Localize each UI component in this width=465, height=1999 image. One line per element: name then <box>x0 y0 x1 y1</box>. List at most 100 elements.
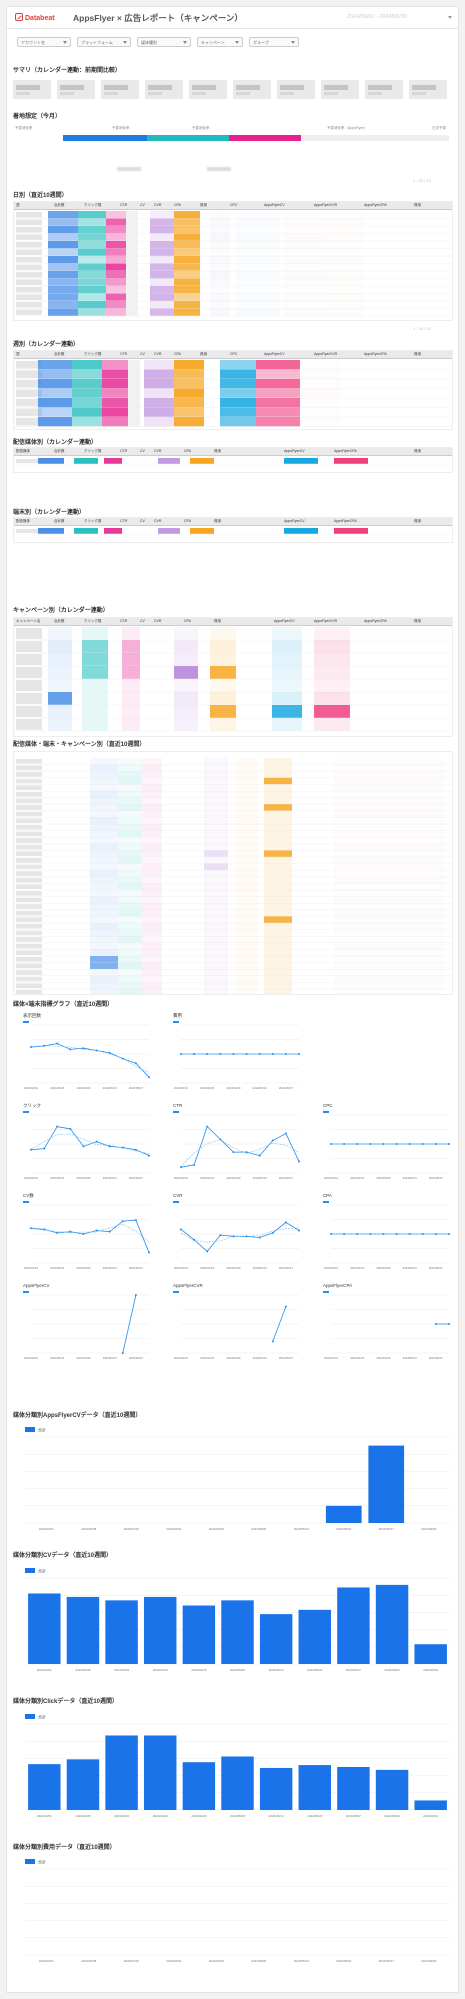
date-range-picker[interactable]: 2024/06/01 - 2024/06/30 <box>347 14 407 20</box>
column-header[interactable]: 週 <box>16 352 20 356</box>
column-header[interactable]: クリック数 <box>84 352 102 356</box>
bar[interactable] <box>66 1596 100 1664</box>
column-header[interactable]: 合計数 <box>54 619 65 623</box>
column-header[interactable]: AppsFlyerCVR <box>314 352 338 356</box>
column-header[interactable]: AppsFlyerCPA <box>364 352 387 356</box>
pagination[interactable]: 1 - 10 / 10 <box>413 326 432 331</box>
column-header[interactable]: 費用 <box>200 203 207 207</box>
bar[interactable] <box>414 1644 447 1664</box>
column-header[interactable]: 合計数 <box>54 449 65 453</box>
column-header[interactable]: AppsFlyerCVR <box>314 203 338 207</box>
bar[interactable] <box>144 1596 177 1664</box>
bar[interactable] <box>66 1759 100 1810</box>
bar[interactable] <box>259 1614 293 1664</box>
chevron-down-icon[interactable] <box>448 16 452 19</box>
column-header[interactable]: AppsFlyerCV <box>284 449 305 453</box>
column-header[interactable]: AppsFlyerCPA <box>364 203 387 207</box>
column-header[interactable]: クリック数 <box>84 619 102 623</box>
column-header[interactable]: CPC <box>230 203 238 207</box>
bar[interactable] <box>375 1584 409 1664</box>
column-header[interactable]: 費用 <box>414 449 421 453</box>
column-header[interactable]: CTR <box>120 449 128 453</box>
column-header[interactable]: 費用 <box>214 619 221 623</box>
bar[interactable] <box>337 1587 370 1664</box>
column-header[interactable]: AppsFlyerCVR <box>314 619 338 623</box>
column-header[interactable]: 費用 <box>414 519 421 523</box>
column-header[interactable]: CV <box>140 203 145 207</box>
bar[interactable] <box>144 1735 177 1810</box>
column-header[interactable]: クリック数 <box>84 519 102 523</box>
column-header[interactable]: CVR <box>154 519 162 523</box>
column-header[interactable]: クリック数 <box>84 203 102 207</box>
column-header[interactable]: 費用 <box>214 519 221 523</box>
heatmap-cell <box>128 388 140 398</box>
column-header[interactable]: CV <box>140 352 145 356</box>
bar[interactable] <box>325 1505 362 1523</box>
heatmap-cell <box>264 896 292 904</box>
heatmap-cell <box>106 263 126 271</box>
column-header[interactable]: 配信媒体 <box>16 449 30 453</box>
pagination[interactable]: 1 - 10 / 10 <box>413 178 432 183</box>
column-header[interactable]: AppsFlyerCV <box>284 519 305 523</box>
column-header[interactable]: AppsFlyerCV <box>274 619 295 623</box>
column-header[interactable]: CVR <box>154 449 162 453</box>
column-header[interactable]: AppsFlyerCPA <box>364 619 387 623</box>
bar[interactable] <box>414 1800 447 1810</box>
data-point <box>382 1143 385 1145</box>
column-header[interactable]: AppsFlyerCV <box>264 352 285 356</box>
filter-platform[interactable]: プラットフォーム <box>77 37 131 47</box>
filter-media-type[interactable]: 媒体種別 <box>137 37 191 47</box>
bar[interactable] <box>298 1765 331 1810</box>
bar[interactable] <box>221 1756 254 1810</box>
column-header[interactable]: 費用 <box>414 352 421 356</box>
column-header[interactable]: AppsFlyerCPA <box>334 519 357 523</box>
bar[interactable] <box>182 1762 216 1810</box>
bar[interactable] <box>221 1600 254 1664</box>
column-header[interactable]: CVR <box>154 203 162 207</box>
column-header[interactable]: キャンペーン名 <box>16 619 41 623</box>
filter-group[interactable]: グループ <box>249 37 299 47</box>
column-header[interactable]: CTR <box>120 203 128 207</box>
column-header[interactable]: CPC <box>230 352 238 356</box>
column-header[interactable]: 費用 <box>200 352 207 356</box>
column-header[interactable]: CPA <box>184 519 191 523</box>
filter-campaign[interactable]: キャンペーン <box>197 37 243 47</box>
row-label <box>16 234 42 240</box>
bar[interactable] <box>337 1767 370 1810</box>
column-header[interactable]: 合計数 <box>54 352 65 356</box>
column-header[interactable]: CTR <box>120 352 128 356</box>
bar[interactable] <box>298 1609 331 1664</box>
bar[interactable] <box>375 1769 409 1810</box>
column-header[interactable]: CTR <box>120 619 128 623</box>
column-header[interactable]: CPA <box>184 619 191 623</box>
column-header[interactable]: CV <box>140 449 145 453</box>
column-header[interactable]: CVR <box>154 619 162 623</box>
column-header[interactable]: 週 <box>16 203 20 207</box>
bar[interactable] <box>182 1605 216 1664</box>
column-header[interactable]: AppsFlyerCV <box>264 203 285 207</box>
column-header[interactable]: CV <box>140 619 145 623</box>
column-header[interactable]: CPA <box>184 449 191 453</box>
filter-account[interactable]: アカウント名 <box>17 37 71 47</box>
column-header[interactable]: 配信媒体 <box>16 519 30 523</box>
column-header[interactable]: AppsFlyerCPA <box>334 449 357 453</box>
column-header[interactable]: クリック数 <box>84 449 102 453</box>
column-header[interactable]: 費用 <box>214 449 221 453</box>
column-header[interactable]: CPA <box>174 352 181 356</box>
column-header[interactable]: CVR <box>154 352 162 356</box>
column-header[interactable]: 合計数 <box>54 203 65 207</box>
column-header[interactable]: CTR <box>120 519 128 523</box>
column-header[interactable]: 合計数 <box>54 519 65 523</box>
bar[interactable] <box>28 1764 61 1810</box>
bar[interactable] <box>259 1767 293 1810</box>
column-header[interactable]: 費用 <box>414 203 421 207</box>
bar[interactable] <box>368 1445 405 1523</box>
databeat-logo: Databeat <box>15 13 55 22</box>
bar[interactable] <box>105 1600 138 1664</box>
column-header[interactable]: 費用 <box>414 619 421 623</box>
bar[interactable] <box>28 1593 61 1664</box>
bar[interactable] <box>105 1735 138 1810</box>
column-header[interactable]: CV <box>140 519 145 523</box>
column-header[interactable]: CPA <box>174 203 181 207</box>
kpi-value <box>236 85 260 90</box>
